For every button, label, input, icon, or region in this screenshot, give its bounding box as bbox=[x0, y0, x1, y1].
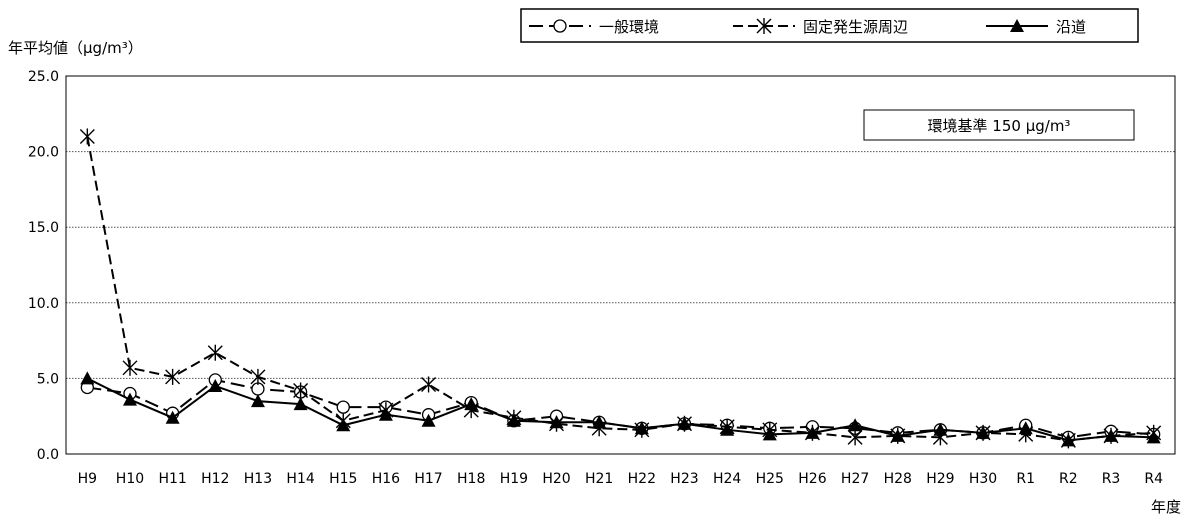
data-point bbox=[677, 416, 692, 430]
data-point bbox=[464, 397, 479, 411]
x-axis-label: 年度 bbox=[1151, 498, 1181, 516]
x-tick-label: H18 bbox=[457, 471, 485, 487]
data-point bbox=[1061, 433, 1076, 447]
y-axis-label: 年平均値（μg/m³） bbox=[8, 39, 143, 57]
x-tick-label: R1 bbox=[1016, 471, 1035, 487]
legend-label: 沿道 bbox=[1056, 18, 1086, 36]
y-tick-label: 10.0 bbox=[28, 296, 59, 312]
legend-label: 一般環境 bbox=[599, 18, 659, 36]
plot-area-frame bbox=[65, 75, 1176, 455]
x-tick-label: H13 bbox=[244, 471, 272, 487]
gridlines bbox=[66, 151, 1175, 379]
data-point bbox=[1104, 428, 1119, 442]
data-point bbox=[207, 344, 223, 361]
x-tick-label: H28 bbox=[884, 471, 912, 487]
y-tick-label: 0.0 bbox=[37, 447, 59, 463]
data-point bbox=[293, 382, 309, 399]
x-tick-label: H12 bbox=[201, 471, 229, 487]
data-point bbox=[933, 422, 948, 436]
x-tick-label: H22 bbox=[628, 471, 656, 487]
legend-entry: 一般環境 bbox=[529, 18, 659, 36]
data-point bbox=[122, 359, 138, 376]
y-tick-label: 15.0 bbox=[28, 220, 59, 236]
data-point bbox=[1146, 430, 1161, 444]
x-tick-label: H17 bbox=[414, 471, 442, 487]
data-point bbox=[79, 128, 95, 145]
x-tick-label: H19 bbox=[500, 471, 528, 487]
data-point bbox=[122, 392, 137, 406]
data-point bbox=[293, 397, 308, 411]
data-point bbox=[1010, 19, 1024, 32]
y-tick-label: 5.0 bbox=[37, 371, 59, 387]
data-point bbox=[805, 425, 820, 439]
data-point bbox=[421, 413, 436, 427]
data-point bbox=[208, 378, 223, 392]
data-point bbox=[378, 407, 393, 421]
data-point bbox=[762, 427, 777, 441]
annotation-text: 環境基準 150 μg/m³ bbox=[928, 117, 1071, 135]
data-point bbox=[848, 418, 863, 432]
data-point bbox=[634, 421, 649, 435]
data-point bbox=[80, 371, 95, 385]
x-tick-label: H24 bbox=[713, 471, 741, 487]
x-tick-label: H9 bbox=[78, 471, 97, 487]
data-point bbox=[847, 429, 863, 446]
x-tick-label: H30 bbox=[969, 471, 997, 487]
x-tick-label: H16 bbox=[372, 471, 400, 487]
data-point bbox=[592, 415, 607, 429]
x-tick-label: H21 bbox=[585, 471, 613, 487]
x-tick-label: H15 bbox=[329, 471, 357, 487]
y-tick-label: 20.0 bbox=[28, 145, 59, 161]
data-point bbox=[720, 422, 735, 436]
data-point bbox=[250, 368, 266, 385]
series-line bbox=[86, 377, 1154, 442]
x-tick-label: H27 bbox=[841, 471, 869, 487]
series-line bbox=[86, 136, 1154, 442]
x-tick-label: H14 bbox=[286, 471, 314, 487]
x-tick-label: H11 bbox=[158, 471, 186, 487]
series bbox=[79, 128, 1162, 449]
data-point bbox=[553, 19, 567, 33]
x-tick-label: R4 bbox=[1144, 471, 1163, 487]
x-axis-ticks: H9 H10 H11 H12 H13 H14 H15 H16 H17 H18 H19 H20 H21 H2… bbox=[78, 471, 1163, 487]
annotation-frame bbox=[863, 109, 1135, 141]
data-point bbox=[250, 394, 265, 408]
legend-entry: 固定発生源周辺 bbox=[733, 18, 908, 36]
data-point bbox=[756, 18, 772, 34]
x-tick-label: R2 bbox=[1059, 471, 1078, 487]
data-point bbox=[976, 425, 991, 439]
x-tick-label: H29 bbox=[926, 471, 954, 487]
data-point bbox=[165, 368, 181, 385]
data-point bbox=[890, 428, 905, 442]
data-point bbox=[336, 400, 350, 414]
data-point bbox=[421, 376, 437, 393]
x-tick-label: H26 bbox=[798, 471, 826, 487]
x-tick-label: R3 bbox=[1102, 471, 1121, 487]
series-group bbox=[79, 128, 1162, 449]
annotation-box: 環境基準 150 μg/m³ bbox=[863, 109, 1135, 141]
x-tick-label: H20 bbox=[542, 471, 570, 487]
legend: 一般環境 固定発生源周辺 沿道 bbox=[520, 8, 1139, 43]
legend-entry: 沿道 bbox=[986, 18, 1086, 36]
x-tick-label: H23 bbox=[670, 471, 698, 487]
data-point bbox=[549, 415, 564, 429]
data-point bbox=[165, 410, 180, 424]
y-axis-ticks: 0.0 5.0 10.0 15.0 20.0 25.0 bbox=[28, 69, 59, 463]
legend-label: 固定発生源周辺 bbox=[803, 18, 908, 36]
series bbox=[80, 371, 1161, 447]
data-point bbox=[506, 413, 521, 427]
y-tick-label: 25.0 bbox=[28, 69, 59, 85]
data-point bbox=[336, 418, 351, 432]
x-tick-label: H25 bbox=[756, 471, 784, 487]
x-tick-label: H10 bbox=[116, 471, 144, 487]
data-point bbox=[1018, 421, 1033, 435]
